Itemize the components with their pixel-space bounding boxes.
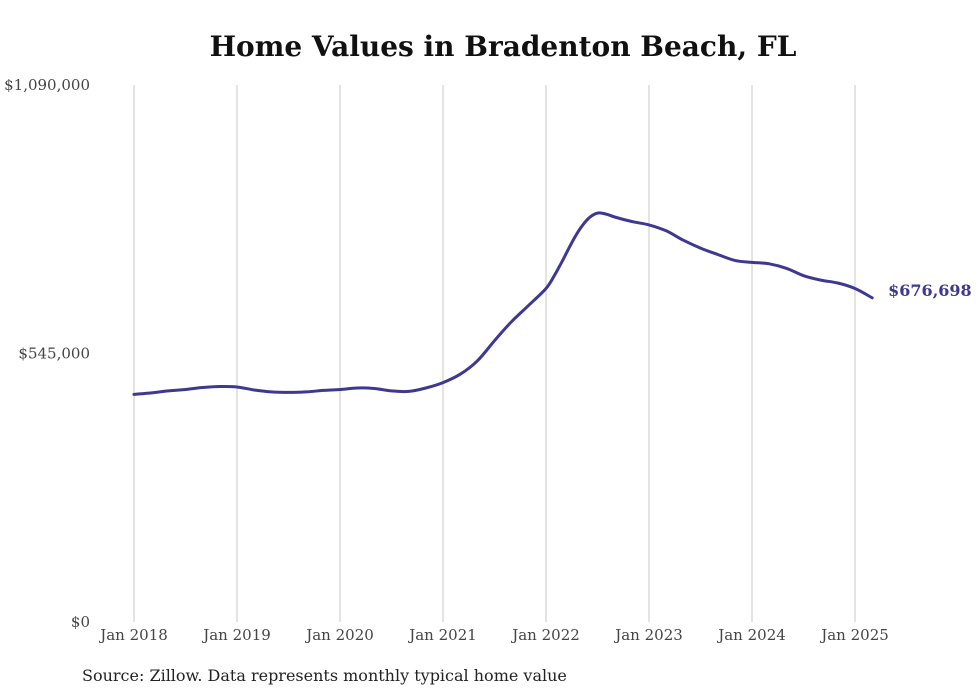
y-tick-label: $0 bbox=[71, 613, 90, 631]
chart-title: Home Values in Bradenton Beach, FL bbox=[209, 30, 797, 63]
series-line bbox=[132, 211, 874, 396]
x-tick-label: Jan 2018 bbox=[98, 626, 168, 644]
series-layer: $676,698 bbox=[132, 211, 972, 396]
y-axis: $0 $545,000 $1,090,000 bbox=[4, 76, 90, 631]
x-tick-label: Jan 2025 bbox=[819, 626, 889, 644]
x-tick-label: Jan 2024 bbox=[716, 626, 786, 644]
y-tick-label: $1,090,000 bbox=[4, 76, 90, 94]
x-tick-label: Jan 2022 bbox=[510, 626, 580, 644]
x-tick-label: Jan 2021 bbox=[407, 626, 477, 644]
x-tick-label: Jan 2023 bbox=[613, 626, 683, 644]
grid-lines bbox=[133, 85, 856, 622]
y-tick-label: $545,000 bbox=[18, 345, 90, 363]
x-axis: Jan 2018 Jan 2019 Jan 2020 Jan 2021 Jan 2022… bbox=[98, 626, 889, 644]
x-tick-label: Jan 2020 bbox=[304, 626, 374, 644]
source-note: Source: Zillow. Data represents monthly … bbox=[82, 666, 567, 685]
end-value-label: $676,698 bbox=[888, 281, 972, 300]
x-tick-label: Jan 2019 bbox=[201, 626, 271, 644]
